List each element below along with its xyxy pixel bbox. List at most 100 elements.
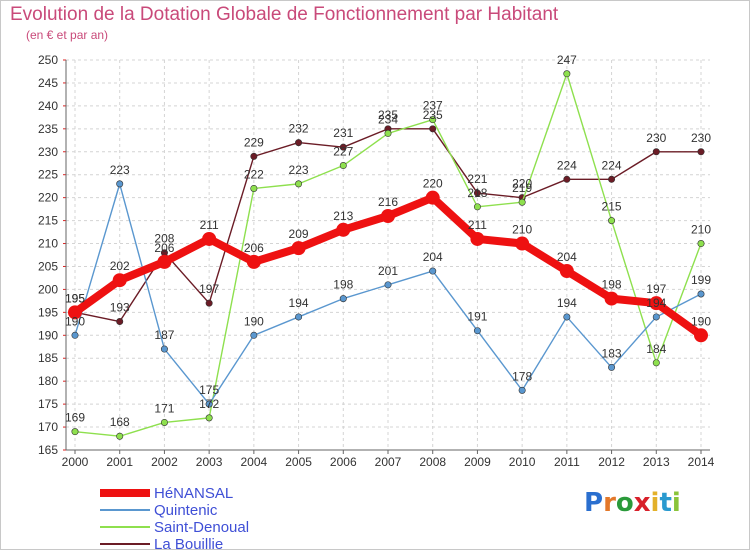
data-label: 198	[333, 278, 353, 292]
y-tick-label: 250	[38, 53, 58, 67]
x-tick-label: 2011	[554, 455, 580, 469]
logo-letter: i	[671, 488, 681, 518]
data-label: 223	[289, 163, 309, 177]
data-label: 172	[199, 397, 219, 411]
data-point	[160, 345, 168, 353]
data-label: 190	[65, 314, 85, 328]
legend-item: Saint-Denoual	[100, 519, 249, 536]
x-tick-label: 2002	[151, 455, 178, 469]
data-point	[295, 313, 303, 321]
data-point	[608, 217, 616, 225]
x-tick-label: 2001	[106, 455, 133, 469]
data-point	[604, 291, 619, 306]
data-label: 219	[512, 181, 532, 195]
x-tick-label: 2004	[241, 455, 268, 469]
data-label: 234	[378, 112, 398, 126]
data-label: 220	[423, 177, 443, 191]
data-point	[697, 240, 705, 248]
data-label: 231	[333, 126, 353, 140]
y-tick-label: 215	[38, 214, 58, 228]
data-point	[68, 305, 82, 320]
data-label: 204	[423, 250, 443, 264]
data-point	[116, 432, 124, 440]
logo-letter: t	[659, 488, 672, 518]
data-point	[112, 273, 127, 288]
legend-label: La Bouillie	[154, 535, 224, 553]
legend-item: La Bouillie	[100, 535, 224, 553]
data-label: 211	[200, 218, 219, 232]
data-point	[473, 327, 481, 335]
data-label: 215	[602, 200, 622, 214]
y-tick-label: 185	[38, 351, 58, 365]
logo-letter: x	[633, 488, 651, 518]
x-tick-label: 2007	[375, 455, 402, 469]
logo-letter: i	[650, 488, 660, 518]
legend-label: Quintenic	[154, 501, 218, 519]
data-label: 201	[378, 264, 398, 278]
legend-item: HéNANSAL	[100, 485, 233, 502]
data-label: 211	[468, 218, 487, 232]
data-point	[518, 386, 526, 394]
data-point	[250, 184, 258, 192]
data-point	[429, 116, 437, 124]
data-label: 190	[691, 314, 711, 328]
data-point	[470, 231, 485, 246]
data-point	[246, 254, 261, 269]
x-tick-label: 2000	[62, 455, 89, 469]
data-point	[339, 162, 347, 170]
data-label: 191	[467, 310, 487, 324]
data-label: 227	[333, 145, 353, 159]
data-label: 210	[691, 223, 711, 237]
data-label: 218	[467, 186, 487, 200]
x-tick-label: 2010	[509, 455, 536, 469]
data-point	[473, 203, 481, 211]
data-point	[157, 254, 172, 269]
legend-swatch	[100, 526, 150, 528]
y-tick-label: 195	[38, 305, 58, 319]
chart-title: Evolution de la Dotation Globale de Fonc…	[10, 4, 559, 25]
data-label: 197	[646, 282, 666, 296]
data-label: 210	[512, 223, 532, 237]
x-tick-label: 2012	[598, 455, 625, 469]
data-point	[652, 359, 660, 367]
data-point	[429, 125, 437, 133]
data-label: 194	[557, 296, 577, 310]
data-point	[205, 414, 213, 422]
data-point	[295, 139, 303, 147]
data-label: 221	[467, 172, 487, 186]
data-label: 178	[512, 369, 532, 383]
data-point	[381, 209, 395, 223]
data-point	[697, 290, 705, 298]
data-point	[205, 400, 213, 408]
legend-item: Quintenic	[100, 501, 218, 519]
data-point	[384, 281, 392, 289]
y-tick-label: 190	[38, 328, 58, 342]
grid-lines	[66, 59, 710, 451]
data-point	[116, 318, 124, 326]
data-label: 202	[110, 259, 130, 273]
data-label: 195	[65, 291, 85, 305]
data-label: 209	[289, 227, 309, 241]
x-tick-label: 2005	[285, 455, 312, 469]
logo-letter: P	[584, 488, 604, 518]
data-point	[202, 231, 217, 246]
data-point	[116, 180, 124, 188]
data-label: 230	[691, 131, 711, 145]
y-tick-label: 245	[38, 76, 58, 90]
logo-letter: r	[603, 488, 616, 518]
data-point	[250, 331, 258, 339]
data-label: 224	[602, 158, 622, 172]
data-label: 216	[378, 195, 398, 209]
data-label: 184	[646, 342, 666, 356]
data-point	[205, 299, 213, 307]
x-tick-label: 2003	[196, 455, 223, 469]
chart-subtitle: (en € et par an)	[26, 28, 109, 42]
data-label: 169	[65, 411, 85, 425]
data-point	[291, 241, 306, 256]
data-label: 237	[423, 99, 443, 113]
data-label: 168	[110, 415, 130, 429]
legend-swatch	[100, 489, 150, 497]
y-tick-label: 200	[38, 282, 58, 296]
x-tick-label: 2014	[688, 455, 715, 469]
data-point	[71, 428, 79, 436]
